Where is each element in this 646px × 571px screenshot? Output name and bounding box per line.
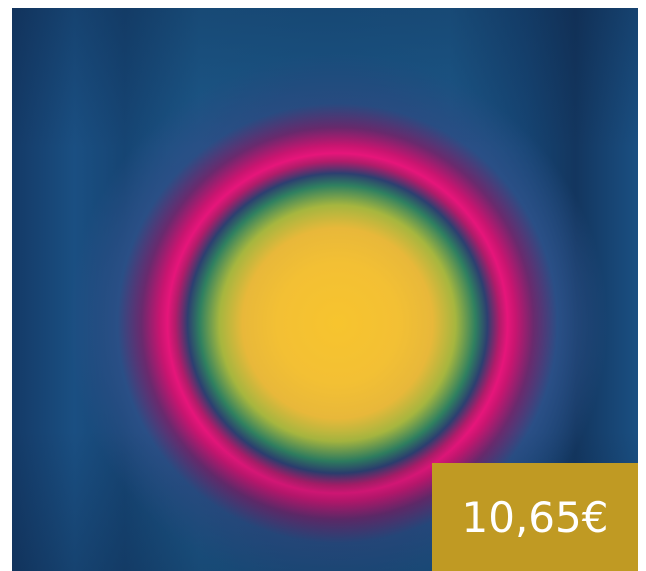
price-badge: 10,65€ xyxy=(432,463,638,571)
product-image-frame[interactable]: 10,65€ xyxy=(12,8,638,571)
abstract-gradient-artwork xyxy=(12,8,638,571)
price-label: 10,65€ xyxy=(461,492,609,542)
